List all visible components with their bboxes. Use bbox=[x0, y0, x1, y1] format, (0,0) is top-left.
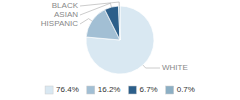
legend-swatch bbox=[128, 86, 136, 94]
legend-item: 16.2% bbox=[87, 85, 121, 94]
chart: WHITE HISPANICASIANBLACK 76.4% 16.2% 6.7% 0.7… bbox=[0, 0, 240, 100]
leader-line bbox=[80, 19, 92, 24]
pie-slice bbox=[86, 6, 154, 74]
legend-swatch bbox=[45, 86, 53, 94]
legend-label: 16.2% bbox=[98, 85, 121, 94]
legend-label: 0.7% bbox=[177, 85, 195, 94]
pie-slice bbox=[105, 6, 120, 40]
legend-swatch bbox=[166, 86, 174, 94]
slice-label: WHITE bbox=[162, 63, 188, 72]
legend-item: 0.7% bbox=[166, 85, 195, 94]
slice-label: ASIAN bbox=[54, 10, 78, 19]
legend-item: 76.4% bbox=[45, 85, 79, 94]
leader-line bbox=[80, 3, 111, 15]
legend-label: 76.4% bbox=[56, 85, 79, 94]
legend-swatch bbox=[87, 86, 95, 94]
pie bbox=[86, 6, 154, 74]
pie-slice bbox=[119, 6, 120, 40]
leader-line bbox=[80, 2, 119, 6]
slice-label: BLACK bbox=[52, 1, 79, 10]
legend-item: 6.7% bbox=[128, 85, 157, 94]
labels: WHITE HISPANICASIANBLACK bbox=[41, 1, 188, 72]
slice-label: HISPANIC bbox=[41, 19, 78, 28]
legend: 76.4% 16.2% 6.7% 0.7% bbox=[45, 85, 195, 94]
legend-label: 6.7% bbox=[139, 85, 157, 94]
leader-line bbox=[143, 65, 160, 68]
